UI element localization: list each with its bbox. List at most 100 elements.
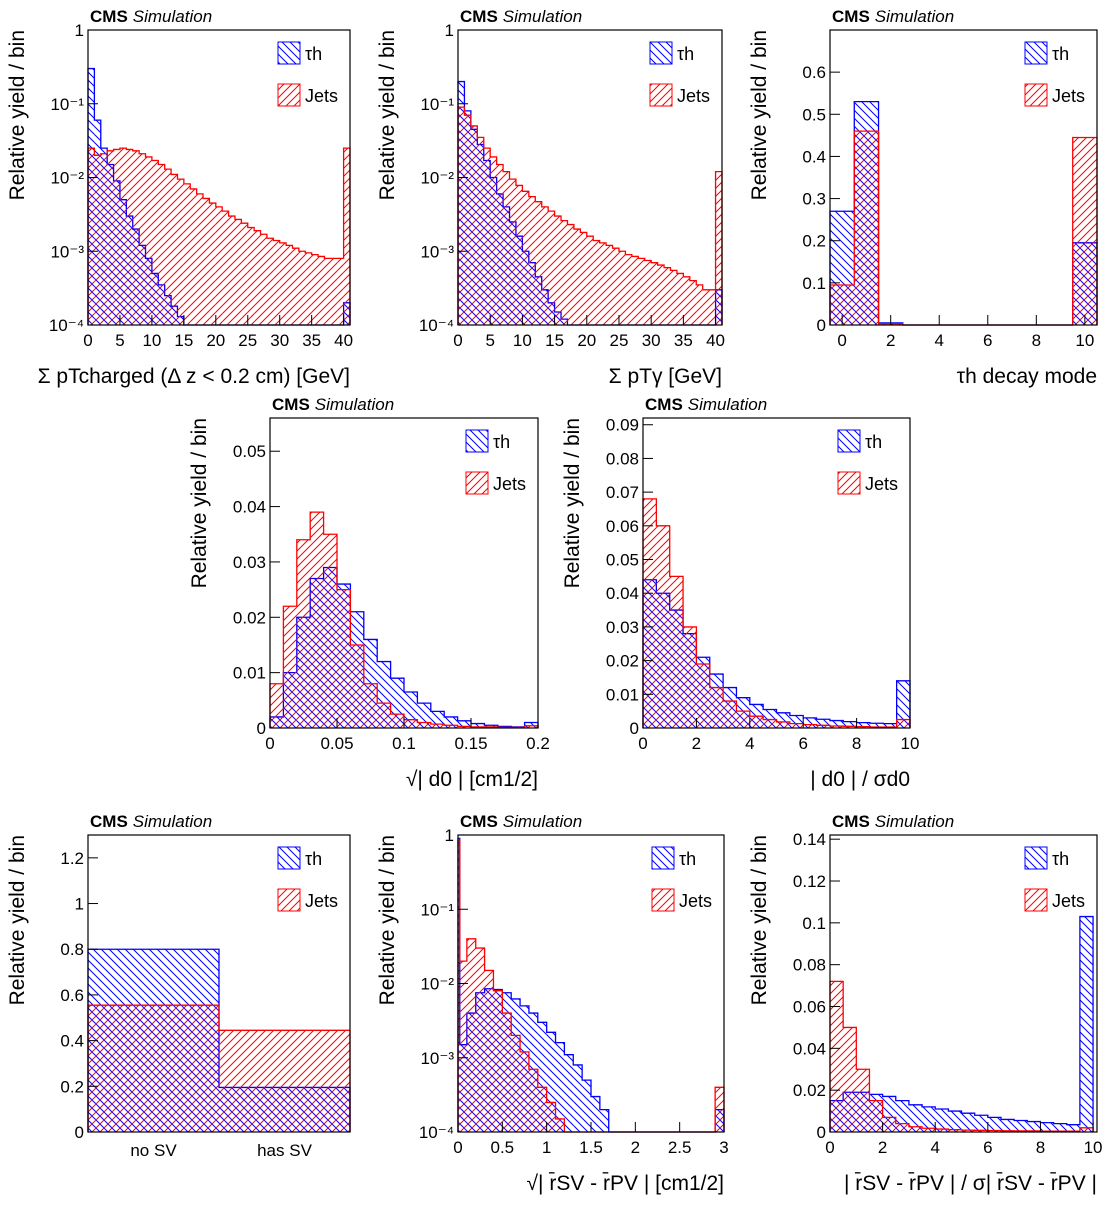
histogram-bar — [390, 714, 404, 728]
histogram-bar — [311, 254, 319, 325]
histogram-bar — [215, 206, 223, 325]
y-tick-label: 1 — [445, 21, 454, 40]
histogram-bar — [535, 201, 542, 325]
histogram-bar — [286, 245, 293, 325]
histogram-bar — [869, 1100, 883, 1132]
x-tick-label: 8 — [852, 734, 861, 753]
y-axis-label: Relative yield / bin — [748, 835, 771, 1005]
y-tick-label: 0.8 — [60, 940, 84, 959]
panel: 10⁻⁴ 10⁻³ 10⁻² 10⁻¹ 1 0 0.5 1 1.5 2 2.5 3 CMS Simulat… — [376, 812, 729, 1195]
histogram-bar — [310, 512, 324, 728]
histogram-bar — [228, 216, 235, 325]
x-tick-label: 0.05 — [320, 734, 353, 753]
histogram-bar — [524, 725, 538, 728]
x-tick-label: has SV — [257, 1141, 312, 1160]
x-axis-label: τh decay mode — [957, 365, 1097, 388]
y-tick-label: 0.02 — [233, 608, 266, 627]
x-tick-label: 0 — [837, 331, 846, 350]
histogram-bar — [856, 722, 870, 728]
x-tick-label: 40 — [334, 331, 353, 350]
panel: 0 0.2 0.4 0.6 0.8 1 1.2 no SV has SV CMS Simulatio… — [6, 812, 351, 1160]
chart-subtitle: Simulation — [133, 7, 212, 26]
legend-label: τh — [305, 44, 322, 64]
chart-title: CMS — [272, 395, 310, 414]
histogram-bar — [625, 254, 632, 325]
y-tick-label: 0.5 — [802, 105, 826, 124]
histogram-bar — [337, 258, 344, 325]
legend-label: τh — [1052, 849, 1069, 869]
y-axis-label: Relative yield / bin — [561, 418, 584, 588]
y-tick-label: 0.1 — [802, 914, 826, 933]
y-tick-label: 10⁻² — [420, 169, 454, 188]
histogram-bar — [974, 1115, 988, 1132]
histogram-bar — [490, 156, 497, 325]
histogram-bar — [158, 164, 165, 325]
histogram-bar — [260, 234, 267, 325]
histogram-bar — [444, 725, 458, 728]
histogram-bar — [132, 150, 140, 325]
histogram-bar — [457, 720, 471, 728]
histogram-bar — [803, 724, 817, 728]
x-tick-label: 10 — [142, 331, 161, 350]
histogram-bar — [843, 726, 857, 728]
histogram-bar — [496, 164, 504, 325]
x-tick-label: 0 — [83, 331, 92, 350]
histogram-bar — [522, 191, 529, 325]
histogram-bar — [475, 948, 485, 1132]
histogram-bar — [466, 938, 476, 1132]
legend-label: τh — [677, 44, 694, 64]
histogram-bar — [922, 1106, 936, 1132]
x-axis-label: | d0 | / σd0 — [810, 768, 910, 791]
y-tick-label: 0.09 — [606, 416, 639, 435]
legend-swatch — [465, 471, 489, 495]
histogram-bar — [404, 719, 418, 728]
x-tick-label: 0 — [825, 1138, 834, 1157]
x-tick-label: 40 — [706, 331, 725, 350]
histogram-bar — [631, 256, 639, 325]
legend-swatch — [1024, 846, 1048, 870]
x-tick-label: 25 — [238, 331, 257, 350]
histogram-bar — [961, 1130, 975, 1132]
y-tick-label: 10⁻⁴ — [419, 1123, 454, 1142]
y-tick-label: 0.01 — [233, 664, 266, 683]
legend-label: Jets — [1052, 86, 1085, 106]
x-tick-label: 2 — [692, 734, 701, 753]
histogram-bar — [203, 198, 210, 325]
plot-frame — [642, 417, 911, 729]
legend-label: τh — [1052, 44, 1069, 64]
x-tick-label: 0.15 — [454, 734, 487, 753]
histogram-bar — [509, 179, 516, 325]
histogram-bar — [145, 156, 152, 325]
histogram-bar — [683, 276, 690, 325]
legend-label: τh — [305, 849, 322, 869]
y-tick-label: 0.4 — [802, 147, 826, 166]
panel: 0 0.02 0.04 0.06 0.08 0.1 0.12 0.14 0 2 4 6 8 10 CMS Si… — [748, 812, 1103, 1195]
histogram-bar — [664, 267, 671, 325]
histogram-bar — [561, 220, 568, 325]
y-tick-label: 0.04 — [606, 584, 639, 603]
histogram-bar — [651, 262, 658, 325]
histogram-bar — [922, 1128, 936, 1132]
histogram-bar — [709, 289, 716, 325]
histogram-bar — [548, 211, 555, 325]
x-tick-label: 2 — [878, 1138, 887, 1157]
histogram-bar — [457, 726, 471, 728]
histogram-bar — [298, 251, 306, 325]
x-tick-label: 15 — [545, 331, 564, 350]
histogram-bar — [404, 692, 418, 728]
x-tick-label: no SV — [130, 1141, 177, 1160]
histogram-bar — [803, 717, 817, 728]
x-axis-label: √| d0 | [cm1/2] — [406, 768, 538, 791]
x-tick-label: 6 — [983, 1138, 992, 1157]
histogram-bar — [656, 525, 670, 728]
x-tick-label: 0 — [265, 734, 274, 753]
histogram-bar — [270, 683, 284, 728]
legend-swatch — [837, 429, 861, 453]
histogram-bar — [337, 589, 351, 728]
